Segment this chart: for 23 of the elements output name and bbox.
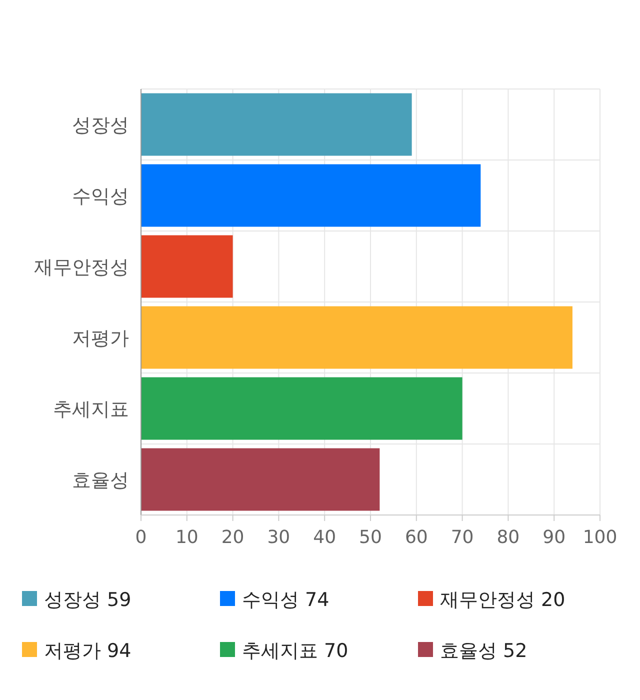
x-tick-label: 100 <box>582 527 618 548</box>
x-tick-label: 80 <box>496 527 520 548</box>
x-tick-label: 0 <box>135 527 147 548</box>
legend-label: 저평가 94 <box>44 640 132 662</box>
legend-label: 효율성 52 <box>440 640 528 662</box>
x-tick-label: 30 <box>267 527 290 548</box>
y-tick-label: 효율성 <box>72 470 129 492</box>
x-tick-label: 40 <box>313 527 336 548</box>
legend-label: 성장성 59 <box>44 589 132 611</box>
x-tick-label: 10 <box>175 527 198 548</box>
x-tick-label: 70 <box>450 527 474 548</box>
x-tick-label: 20 <box>221 527 244 548</box>
legend-label: 재무안정성 20 <box>440 589 566 611</box>
legend-label: 수익성 74 <box>242 589 330 611</box>
legend-label: 추세지표 70 <box>242 640 348 662</box>
x-tick-label: 90 <box>542 527 566 548</box>
y-tick-label: 저평가 <box>72 328 129 350</box>
y-tick-label: 추세지표 <box>53 398 129 420</box>
y-tick-label: 수익성 <box>72 186 129 208</box>
x-tick-label: 50 <box>359 527 382 548</box>
y-tick-label: 재무안정성 <box>34 256 129 278</box>
x-tick-label: 60 <box>404 527 428 548</box>
y-tick-label: 성장성 <box>72 114 129 136</box>
